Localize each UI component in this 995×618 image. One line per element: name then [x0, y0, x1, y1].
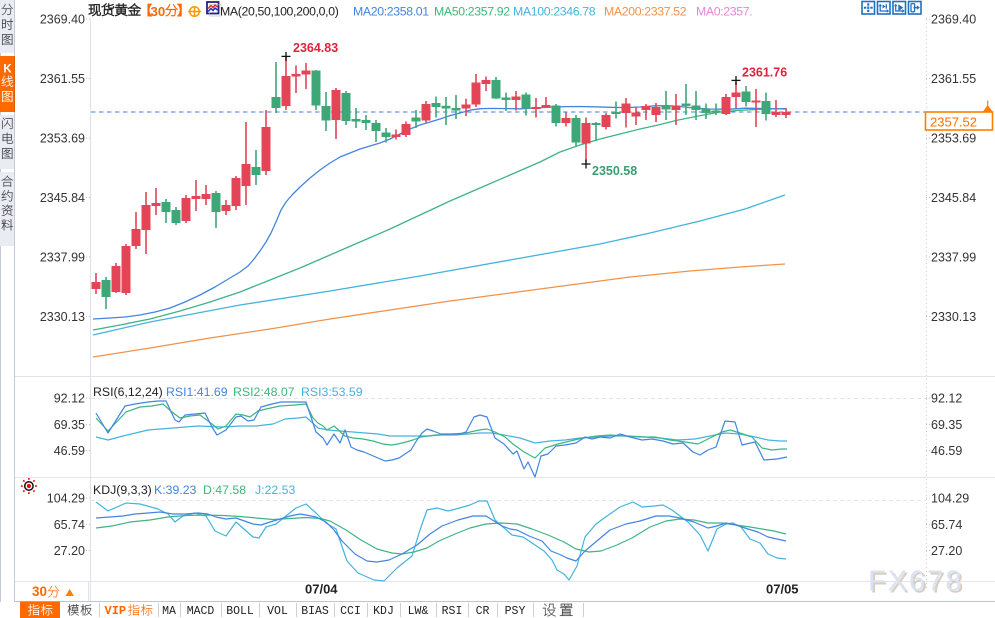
svg-text:BIAS: BIAS: [301, 605, 329, 618]
svg-text:RSI3:53.59: RSI3:53.59: [301, 385, 363, 399]
svg-text:MA100:2346.78: MA100:2346.78: [513, 5, 596, 19]
svg-text:CCI: CCI: [340, 605, 361, 618]
svg-text:07/04: 07/04: [305, 582, 338, 597]
svg-text:2357.52: 2357.52: [930, 115, 977, 130]
svg-text:BOLL: BOLL: [226, 605, 254, 618]
svg-text:CR: CR: [476, 605, 490, 618]
svg-text:2353.69: 2353.69: [40, 132, 85, 146]
svg-text:30: 30: [151, 4, 166, 19]
svg-text:2369.40: 2369.40: [40, 13, 85, 27]
svg-text:LW&: LW&: [408, 605, 429, 618]
svg-text:RSI(6,12,24): RSI(6,12,24): [93, 385, 163, 399]
svg-text:MA200:2337.52: MA200:2337.52: [604, 5, 687, 19]
svg-text:VIP: VIP: [105, 604, 127, 618]
svg-text:MA20:2358.01: MA20:2358.01: [353, 5, 429, 19]
svg-text:30: 30: [32, 584, 47, 599]
svg-text:2337.99: 2337.99: [40, 251, 85, 265]
svg-text:KDJ: KDJ: [373, 605, 394, 618]
svg-text:J:22.53: J:22.53: [255, 483, 295, 497]
svg-text:K: K: [3, 64, 12, 76]
svg-text:2345.84: 2345.84: [40, 191, 85, 205]
svg-text:VOL: VOL: [267, 605, 288, 618]
svg-text:104.29: 104.29: [931, 492, 969, 506]
svg-text:2330.13: 2330.13: [931, 310, 976, 324]
svg-text:2364.83: 2364.83: [293, 41, 338, 55]
svg-text:27.20: 27.20: [931, 544, 962, 558]
svg-text:2361.55: 2361.55: [931, 72, 976, 86]
svg-text:69.35: 69.35: [931, 418, 962, 432]
svg-text:RSI2:48.07: RSI2:48.07: [233, 385, 295, 399]
svg-text:2361.76: 2361.76: [742, 66, 787, 80]
svg-text:104.29: 104.29: [47, 492, 85, 506]
svg-text:FX678: FX678: [870, 568, 965, 600]
svg-text:KDJ(9,3,3): KDJ(9,3,3): [93, 483, 152, 497]
svg-text:92.12: 92.12: [931, 392, 962, 406]
svg-text:MACD: MACD: [187, 605, 215, 618]
svg-text:2369.40: 2369.40: [931, 13, 976, 27]
svg-text:FX678: FX678: [868, 566, 963, 598]
svg-text:46.59: 46.59: [931, 444, 962, 458]
svg-text:2345.84: 2345.84: [931, 191, 976, 205]
svg-text:2350.58: 2350.58: [592, 164, 637, 178]
svg-text:2361.55: 2361.55: [40, 72, 85, 86]
svg-text:92.12: 92.12: [54, 392, 85, 406]
svg-text:MA50:2357.92: MA50:2357.92: [434, 5, 510, 19]
svg-text:MA0:2357.: MA0:2357.: [696, 5, 752, 19]
svg-text:65.74: 65.74: [54, 518, 85, 532]
svg-text:MA: MA: [162, 605, 176, 618]
svg-text:RSI: RSI: [442, 605, 463, 618]
svg-text:K:39.23: K:39.23: [154, 483, 197, 497]
svg-text:46.59: 46.59: [54, 444, 85, 458]
svg-text:2353.69: 2353.69: [931, 132, 976, 146]
svg-text:MA(20,50,100,200,0,0): MA(20,50,100,200,0,0): [220, 5, 339, 19]
svg-text:07/05: 07/05: [766, 582, 799, 597]
svg-text:PSY: PSY: [505, 605, 526, 618]
svg-text:69.35: 69.35: [54, 418, 85, 432]
svg-text:D:47.58: D:47.58: [203, 483, 246, 497]
svg-text:2337.99: 2337.99: [931, 251, 976, 265]
svg-text:65.74: 65.74: [931, 518, 962, 532]
svg-text:27.20: 27.20: [54, 544, 85, 558]
svg-text:RSI1:41.69: RSI1:41.69: [166, 385, 228, 399]
svg-text:2330.13: 2330.13: [40, 310, 85, 324]
